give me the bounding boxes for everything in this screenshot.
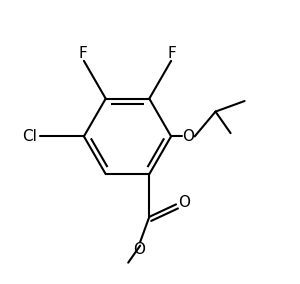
Text: O: O <box>133 242 145 257</box>
Text: O: O <box>182 129 194 144</box>
Text: F: F <box>79 45 87 60</box>
Text: O: O <box>178 195 190 210</box>
Text: Cl: Cl <box>22 129 37 144</box>
Text: F: F <box>168 45 176 60</box>
